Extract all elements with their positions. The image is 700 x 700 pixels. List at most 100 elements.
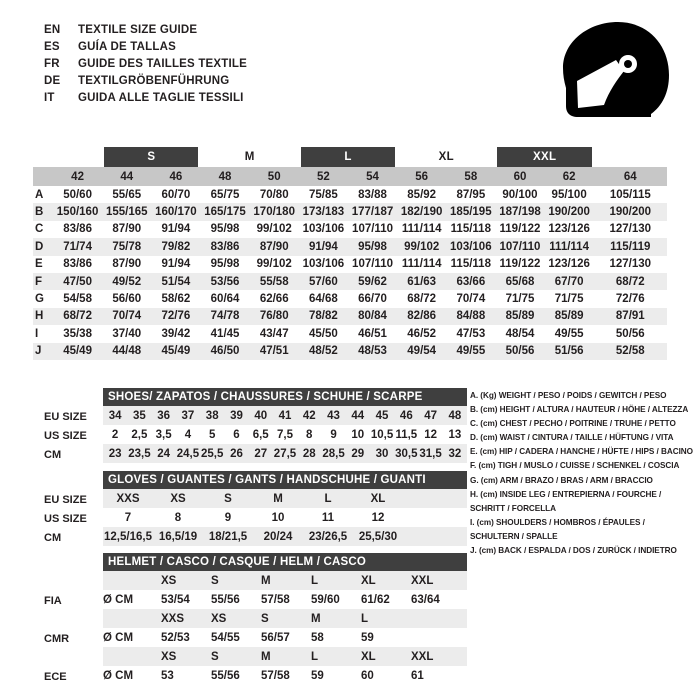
table-cell: 6,5 [252, 428, 269, 441]
helmet-unit-label: Ø CM [103, 669, 134, 682]
title-text: TEXTILE SIZE GUIDE [78, 24, 198, 36]
table-cell: 84/88 [456, 310, 486, 323]
table-cell: 9 [330, 428, 337, 441]
size-band-s: S [104, 147, 199, 167]
table-cell: 56/57 [261, 631, 290, 644]
table-cell: 87/90 [112, 258, 142, 271]
textile-size-table: S M L XL XXL 42 44 46 48 50 52 54 56 58 60 62 64 A 50/60… [33, 147, 667, 360]
table-cell: 95/100 [551, 188, 587, 201]
table-cell: 170/180 [253, 206, 295, 219]
gloves-row-label: CM [44, 531, 62, 544]
table-cell: 9 [224, 511, 232, 524]
size-column-header: 44 [120, 170, 134, 183]
table-row: 2 2,5 3,5 4 5 6 6,5 7,5 8 9 10 10,5 11,5 12 13 [103, 425, 467, 444]
table-cell: 115/118 [450, 258, 491, 271]
table-cell: 13 [448, 428, 462, 441]
table-cell: 58 [311, 631, 324, 644]
table-row: J 45/49 44/48 45/49 46/50 47/51 48/52 48/53 49/5… [33, 342, 667, 360]
table-cell: 25,5 [201, 447, 224, 460]
helmet-row-labels: FIA CMR ECE [44, 572, 69, 686]
table-cell: 119/122 [499, 258, 541, 271]
table-cell: 63/66 [456, 275, 486, 288]
table-cell: 59/60 [311, 593, 340, 606]
table-cell: 107/110 [352, 223, 393, 236]
table-cell: 177/187 [351, 206, 394, 219]
gloves-row-labels: EU SIZE US SIZE CM [44, 490, 87, 547]
table-cell: 52/58 [615, 345, 645, 358]
table-cell: 8 [174, 511, 182, 524]
table-cell: 85/89 [554, 310, 584, 323]
table-cell: 4 [184, 428, 192, 441]
measurement-row-key: I [35, 327, 39, 340]
table-cell: 51/56 [554, 345, 584, 358]
table-cell: 83/86 [63, 223, 92, 236]
table-cell: 75/78 [112, 240, 142, 253]
table-cell: 24 [157, 447, 171, 460]
helmet-unit-label: Ø CM [103, 593, 134, 606]
table-cell: 90/100 [502, 188, 538, 201]
table-cell: 61/62 [361, 593, 390, 606]
table-cell: 59/62 [358, 275, 387, 288]
helmet-size-cell: M [311, 612, 321, 625]
measurement-row-key: D [35, 240, 44, 253]
table-cell: 165/175 [204, 206, 246, 219]
table-cell: 16,5/19 [158, 530, 198, 543]
shoes-row-label: CM [44, 448, 62, 461]
table-cell: 61/63 [407, 275, 437, 288]
table-cell: 123/126 [548, 258, 590, 271]
table-cell: 87/95 [456, 188, 486, 201]
table-cell: 57/58 [261, 669, 290, 682]
helmet-value-row: Ø CM 53/54 55/56 57/58 59/60 61/62 63/64 [103, 590, 467, 609]
table-cell: 115/119 [610, 240, 651, 253]
table-row: 12,5/16,5 16,5/19 18/21,5 20/24 23/26,5 25,5/… [103, 527, 467, 546]
legend-line: I. (cm) SHOULDERS / HOMBROS / ÉPAULES / [470, 517, 645, 527]
helmet-size-cell: XS [211, 612, 227, 625]
table-cell: 53/56 [210, 275, 240, 288]
helmet-size-cell: L [311, 574, 319, 587]
table-cell: 87/91 [615, 310, 645, 323]
size-band-blank [53, 147, 102, 167]
table-cell: 7 [124, 511, 132, 524]
table-cell: 99/102 [256, 223, 292, 236]
table-cell: 27 [254, 447, 268, 460]
table-cell: 45/49 [63, 345, 92, 358]
table-cell: 82/86 [407, 310, 437, 323]
table-cell: 6 [233, 428, 240, 441]
table-cell: 99/102 [404, 240, 440, 253]
table-cell: 25,5/30 [358, 530, 398, 543]
table-cell: 55/56 [211, 669, 240, 682]
table-cell: S [224, 492, 232, 505]
table-cell: 59 [361, 631, 374, 644]
gloves-row-label: US SIZE [44, 512, 87, 525]
helmet-size-cell: L [361, 612, 369, 625]
table-cell: 95/98 [358, 240, 387, 253]
helmet-table-header: HELMET / CASCO / CASQUE / HELM / CASCO [103, 553, 467, 571]
helmet-size-row: XXS XS S M L [103, 609, 467, 628]
helmet-value-row: Ø CM 52/53 54/55 56/57 58 59 [103, 628, 467, 647]
helmet-size-table: HELMET / CASCO / CASQUE / HELM / CASCO X… [103, 553, 467, 685]
size-band-m: M [244, 151, 255, 163]
helmet-standard-label: ECE [44, 670, 67, 683]
table-cell: 26 [230, 447, 243, 460]
table-cell: 47 [424, 409, 437, 422]
table-cell: 7,5 [276, 428, 293, 441]
table-cell: 173/183 [302, 206, 345, 219]
table-cell: 70/80 [259, 188, 289, 201]
table-cell: 60/70 [161, 188, 191, 201]
helmet-size-cell: L [311, 650, 319, 663]
helmet-standard-label: FIA [44, 594, 62, 607]
table-cell: 52/53 [161, 631, 190, 644]
size-column-header: 64 [623, 170, 637, 183]
table-cell: 72/76 [161, 310, 191, 323]
table-cell: 55/56 [211, 593, 240, 606]
table-cell: 185/195 [450, 206, 492, 219]
legend-line: B. (cm) HEIGHT / ALTURA / HAUTEUR / HÖHE… [470, 405, 689, 415]
gloves-table-body: XXS XS S M L XL 7 8 9 10 11 12 12,5/16,5 16,5/19 18/21… [103, 489, 467, 546]
legend-line: C. (cm) CHEST / PECHO / POITRINE / TRUHE… [470, 419, 676, 429]
table-cell: 5 [208, 428, 216, 441]
table-cell: 2,5 [131, 428, 148, 441]
legend-line: E. (cm) HIP / CADERA / HANCHE / HÜFTE / … [470, 447, 693, 457]
legend-line: A. (Kg) WEIGHT / PESO / POIDS / GEWITCH … [470, 391, 667, 400]
table-cell: 45 [375, 409, 389, 422]
table-cell: 43/47 [259, 327, 289, 340]
